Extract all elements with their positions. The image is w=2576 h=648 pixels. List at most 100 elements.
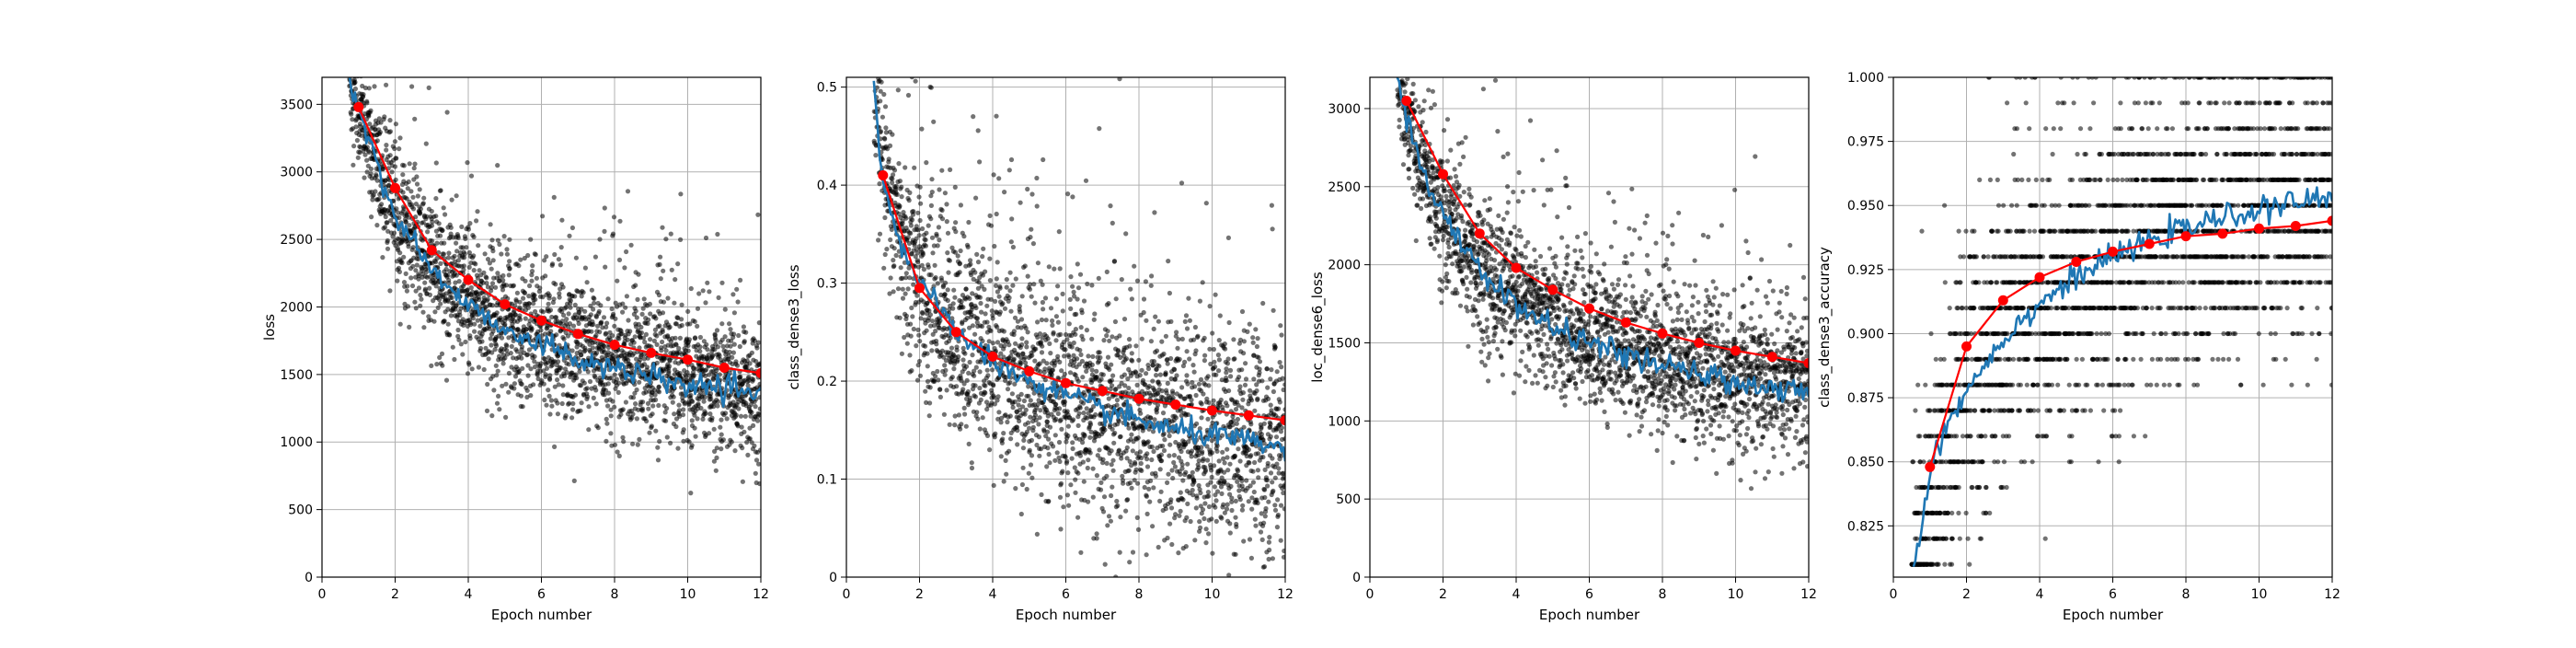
data-point: [1227, 320, 1232, 325]
data-point: [1095, 473, 1099, 478]
data-point: [655, 342, 660, 347]
data-point: [547, 411, 552, 416]
data-point: [1167, 291, 1172, 295]
data-point: [582, 381, 587, 386]
data-point: [1021, 466, 1026, 470]
data-point: [1118, 550, 1122, 555]
data-point: [1190, 380, 1194, 385]
data-point: [1219, 398, 1224, 402]
data-point: [528, 366, 533, 371]
data-point: [558, 365, 563, 370]
data-point: [1203, 468, 1208, 472]
data-point: [675, 446, 680, 451]
data-point: [978, 301, 983, 306]
data-point: [1002, 190, 1006, 194]
data-point: [907, 198, 912, 202]
data-point: [1127, 469, 1132, 473]
data-point: [960, 305, 965, 309]
data-point: [438, 302, 443, 307]
data-point: [909, 368, 914, 373]
data-point: [1234, 525, 1238, 529]
data-point: [1208, 304, 1213, 308]
data-point: [730, 292, 735, 296]
data-point: [719, 321, 724, 326]
data-point: [554, 332, 558, 337]
data-point: [1088, 450, 1093, 455]
data-point: [1152, 327, 1156, 331]
data-point: [1078, 450, 1083, 455]
data-point: [1067, 321, 1072, 326]
data-point: [466, 371, 470, 376]
data-point: [1140, 368, 1144, 373]
data-point: [586, 427, 591, 432]
data-point: [459, 341, 464, 346]
data-point: [504, 247, 509, 251]
data-point: [457, 313, 462, 318]
data-point: [1168, 356, 1173, 361]
data-point: [878, 232, 882, 237]
data-point: [374, 174, 379, 179]
data-point: [1046, 437, 1051, 442]
data-point: [622, 265, 627, 270]
data-point: [927, 400, 932, 405]
data-point: [1038, 415, 1042, 420]
data-point: [510, 344, 514, 349]
data-point: [1225, 447, 1229, 452]
data-point: [1046, 499, 1051, 503]
data-point: [991, 383, 995, 388]
data-point: [1039, 340, 1043, 344]
data-point: [456, 236, 461, 240]
data-point: [1009, 157, 1014, 162]
data-point: [1177, 514, 1181, 518]
data-point: [1130, 296, 1134, 301]
data-point: [1149, 457, 1154, 462]
data-point: [645, 364, 650, 369]
data-point: [1115, 503, 1120, 508]
data-point: [1025, 187, 1029, 191]
data-point: [439, 188, 443, 192]
data-point: [990, 367, 995, 372]
data-point: [449, 226, 454, 230]
data-point: [715, 446, 719, 450]
data-point: [655, 361, 660, 365]
data-point: [677, 408, 682, 412]
data-point: [533, 297, 537, 302]
data-point: [688, 393, 693, 398]
data-point: [1086, 500, 1090, 504]
data-point: [657, 293, 661, 297]
data-point: [1075, 296, 1080, 301]
data-point: [400, 260, 405, 265]
data-point: [1111, 441, 1116, 446]
data-point: [732, 310, 737, 315]
data-point: [411, 245, 416, 249]
data-point: [966, 245, 971, 249]
data-point: [364, 100, 369, 105]
data-point: [970, 460, 974, 465]
data-point: [653, 316, 658, 320]
data-point: [713, 338, 718, 342]
data-point: [678, 237, 683, 242]
data-point: [940, 208, 945, 213]
data-point: [1190, 448, 1194, 453]
data-point: [1073, 465, 1077, 469]
data-point: [731, 331, 736, 336]
data-point: [911, 209, 915, 214]
data-point: [881, 92, 886, 97]
data-point: [883, 252, 888, 257]
data-point: [907, 191, 912, 195]
data-point: [910, 314, 914, 318]
data-point: [1032, 359, 1037, 364]
data-point: [1068, 274, 1073, 279]
data-point: [464, 245, 468, 249]
data-point: [1042, 366, 1047, 371]
data-point: [736, 299, 741, 304]
data-point: [719, 281, 724, 285]
data-point: [736, 333, 741, 338]
data-point: [421, 196, 426, 201]
data-point: [930, 318, 935, 323]
data-point: [477, 364, 481, 369]
data-point: [1115, 398, 1120, 402]
data-point: [1101, 373, 1106, 377]
data-point: [1128, 480, 1133, 485]
data-point: [638, 325, 643, 330]
